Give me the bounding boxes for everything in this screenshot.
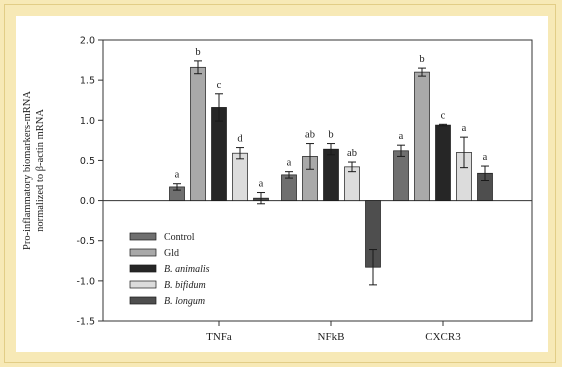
y-tick-label: 1.0: [80, 116, 95, 127]
y-tick-label: -0.5: [76, 236, 95, 247]
significance-letter: ab: [305, 130, 315, 141]
figure-frame: 2.0 1.5 1.0 0.5 0.0 -0.5 -1.0 -1.5 Pro-inflammat…: [4, 4, 556, 363]
legend-label: Control: [164, 232, 195, 243]
axes: 2.0 1.5 1.0 0.5 0.0 -0.5 -1.0 -1.5 Pro-inflammat…: [22, 36, 533, 343]
x-category-label: CXCR3: [425, 331, 461, 343]
plot-frame: [102, 39, 533, 322]
bar: [232, 152, 248, 201]
y-tick-label: -1.5: [76, 317, 95, 328]
y-axis-label-line: Pro-inflammatory biomarkers-mRNA: [22, 91, 33, 250]
legend-label: B. animalis: [164, 264, 210, 275]
legend-label: B. longum: [164, 296, 205, 307]
legend: Control Gld B. animalis B. bifidum B. longum: [129, 232, 210, 307]
significance-letter: a: [483, 152, 488, 163]
y-axis-label: Pro-inflammatory biomarkers-mRNA normaliz…: [22, 91, 46, 250]
significance-letter: c: [217, 80, 222, 91]
significance-letter: a: [175, 170, 180, 181]
y-tick-label: 2.0: [80, 36, 95, 47]
significance-letter: b: [419, 54, 424, 65]
y-tick-label: 0.0: [80, 196, 95, 207]
bar: [414, 71, 430, 201]
legend-swatch: [129, 232, 157, 241]
bar: [435, 124, 451, 201]
legend-swatch: [129, 280, 157, 289]
legend-swatch: [129, 296, 157, 305]
significance-letter: d: [237, 134, 243, 145]
significance-letter: b: [195, 47, 200, 58]
y-tick-label: 0.5: [80, 156, 95, 167]
figure-panel: 2.0 1.5 1.0 0.5 0.0 -0.5 -1.0 -1.5 Pro-inflammat…: [16, 16, 548, 352]
bar: [281, 174, 297, 201]
significance-letter: a: [399, 131, 404, 142]
significance-letter: ab: [347, 148, 357, 159]
bar-chart: 2.0 1.5 1.0 0.5 0.0 -0.5 -1.0 -1.5 Pro-inflammat…: [22, 36, 533, 343]
significance-letter: a: [259, 179, 264, 190]
legend-swatch: [129, 264, 157, 273]
legend-label: Gld: [164, 248, 179, 259]
significance-letter: b: [328, 130, 333, 141]
bar: [323, 148, 339, 201]
x-category-label: TNFa: [206, 331, 232, 343]
y-axis-label-line: normalized to β-actin mRNA: [35, 109, 46, 232]
significance-letter: c: [441, 110, 446, 121]
significance-letter: a: [287, 158, 292, 169]
bar: [393, 150, 409, 201]
y-tick-label: 1.5: [80, 76, 95, 87]
y-tick-label: -1.0: [76, 276, 95, 287]
bar: [190, 66, 206, 201]
legend-label: B. bifidum: [164, 280, 206, 291]
significance-letter: a: [462, 123, 467, 134]
legend-swatch: [129, 248, 157, 257]
x-category-label: NFkB: [318, 331, 345, 343]
